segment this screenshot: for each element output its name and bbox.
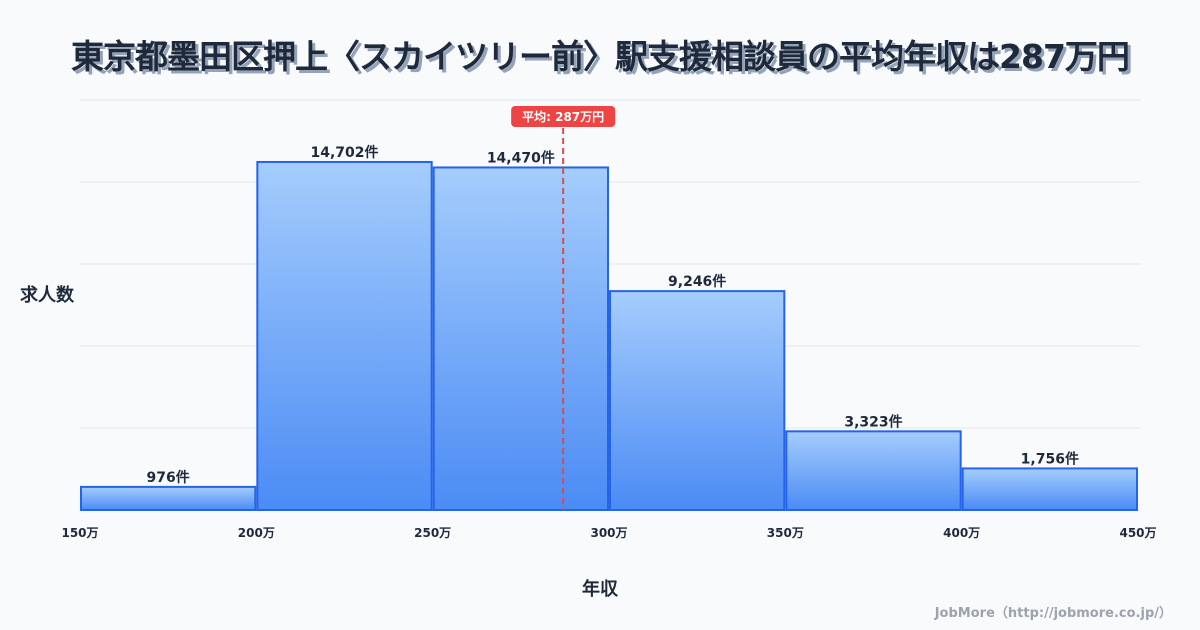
x-tick-label: 250万 <box>414 526 451 540</box>
histogram-bar <box>80 485 257 512</box>
bar-value-label: 976件 <box>147 469 190 486</box>
bar-value-label: 3,323件 <box>844 413 902 430</box>
histogram-bar <box>961 467 1139 512</box>
x-tick-label: 350万 <box>767 526 804 540</box>
histogram-bar <box>432 166 609 511</box>
x-tick-label: 400万 <box>943 526 980 540</box>
y-axis-label: 求人数 <box>20 285 74 306</box>
source-credit: JobMore（http://jobmore.co.jp/） <box>934 606 1172 621</box>
bar-value-label: 1,756件 <box>1021 450 1079 467</box>
x-tick-label: 150万 <box>61 526 98 540</box>
histogram-bar <box>785 430 962 512</box>
histogram-bar <box>609 290 786 511</box>
histogram-bar <box>256 160 433 511</box>
bar-value-label: 14,470件 <box>487 149 555 166</box>
mean-badge-label: 平均: 287万円 <box>522 109 604 124</box>
chart-title: 東京都墨田区押上〈スカイツリー前〉駅支援相談員の平均年収は287万円 <box>71 37 1130 76</box>
mean-badge <box>511 106 616 127</box>
bar-value-label: 14,702件 <box>310 144 378 161</box>
x-tick-label: 300万 <box>590 526 627 540</box>
x-axis-label: 年収 <box>582 579 618 600</box>
x-tick-label: 200万 <box>238 526 275 540</box>
bar-value-label: 9,246件 <box>668 273 726 290</box>
x-tick-label: 450万 <box>1119 526 1156 540</box>
